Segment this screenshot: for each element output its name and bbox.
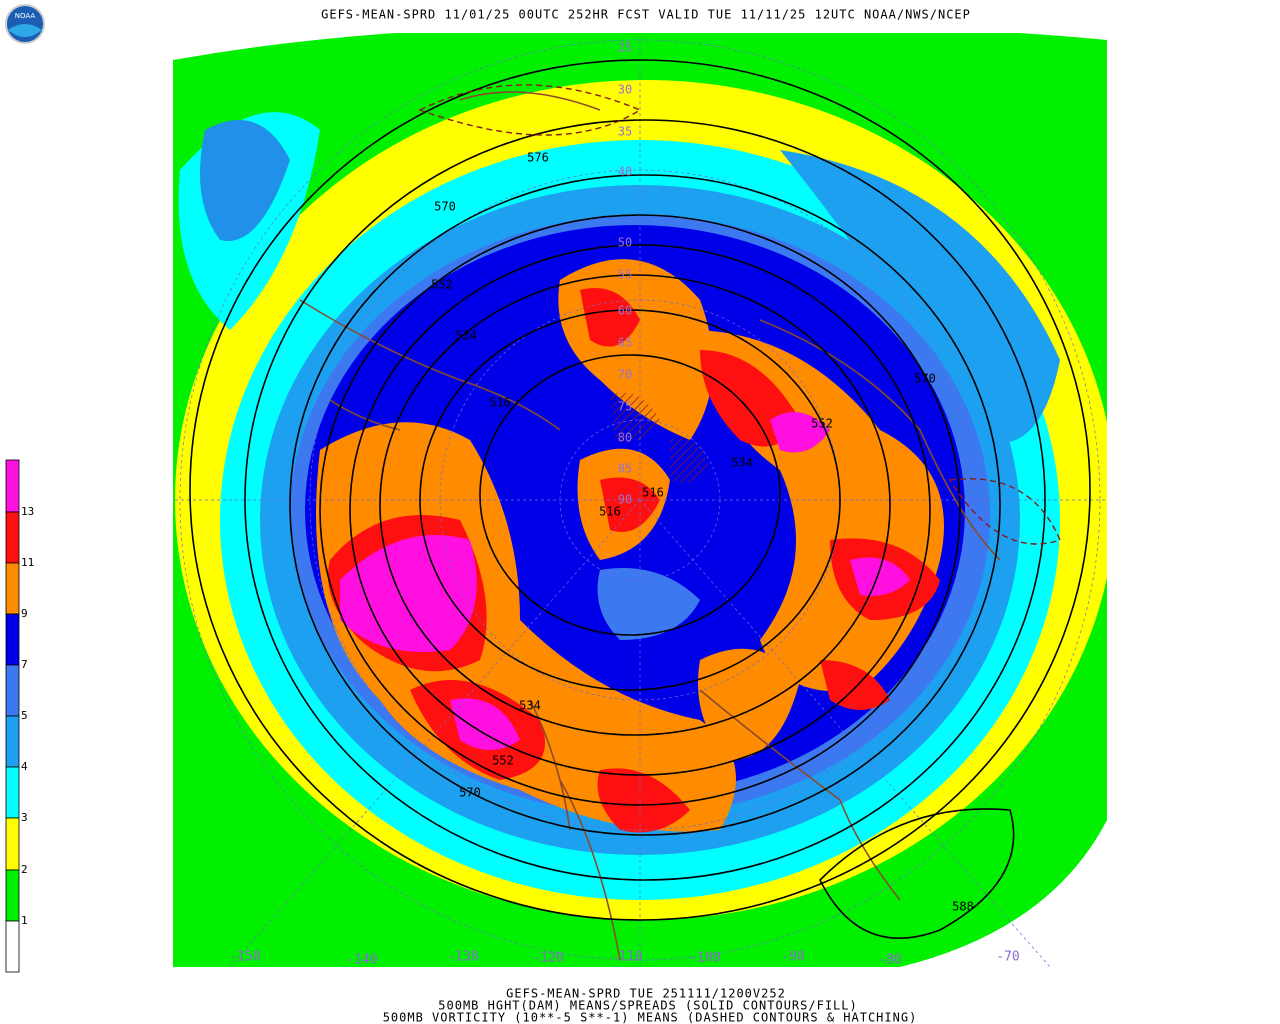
graticule [173,33,1107,967]
vorticity-contours [418,84,1061,545]
latitude-label: 60 [618,304,632,318]
longitude-label: -140 [346,953,377,968]
latitude-label: 40 [618,165,632,179]
contour-label: 552 [492,754,514,768]
contour-label: 570 [434,200,456,214]
colorbar-swatch [5,459,20,513]
colorbar-label: 9 [21,607,28,620]
colorbar [5,459,20,973]
contour-label: 534 [731,456,753,470]
colorbar-label: 13 [21,505,34,518]
footer-line: 500MB VORTICITY (10**-5 S**-1) MEANS (DA… [383,1011,918,1024]
colorbar-labels: 13 11 9 7 5 4 3 2 1 [21,505,34,927]
contour-label: 516 [489,396,511,410]
colorbar-swatch [5,562,20,615]
latitude-label: 35 [618,125,632,139]
longitude-label: -110 [611,950,642,965]
height-contours [189,59,1091,939]
logo-text: NOAA [15,12,36,20]
latitude-label: 80 [618,431,632,445]
latitude-label: 90 [618,493,632,507]
longitude-labels: -150 -140 -130 -120 -110 -100 -90 -80 -7… [229,950,1019,968]
colorbar-label: 5 [21,709,28,722]
latitude-label: 25 [618,41,632,55]
latitude-label: 55 [618,268,632,282]
colorbar-swatch [5,664,20,717]
colorbar-swatch [5,613,20,666]
colorbar-swatch [5,920,20,973]
colorbar-swatch [5,766,20,819]
footer-line: 500MB HGHT(DAM) MEANS/SPREADS (SOLID CON… [438,999,857,1013]
footer-line: GEFS-MEAN-SPRD TUE 251111/1200V252 [506,987,786,1001]
colorbar-label: 1 [21,914,28,927]
contour-label: 516 [642,486,664,500]
latitude-label: 70 [618,368,632,382]
colorbar-label: 7 [21,658,28,671]
contour-label: 552 [811,417,833,431]
longitude-label: -100 [689,951,720,966]
map-title: GEFS-MEAN-SPRD 11/01/25 00UTC 252HR FCST… [321,8,971,22]
contour-label: 534 [519,699,541,713]
noaa-logo: NOAA [5,4,45,44]
map-area [173,33,1107,967]
contour-label: 576 [527,151,549,165]
colorbar-label: 4 [21,760,28,773]
longitude-label: -150 [229,950,260,965]
latitude-label: 30 [618,83,632,97]
longitude-label: -90 [781,950,804,965]
coastlines [299,91,1001,961]
longitude-label: -80 [878,953,901,968]
latitude-label: 85 [618,462,632,476]
longitude-label: -70 [996,950,1019,965]
colorbar-swatch [5,511,20,564]
colorbar-swatch [5,869,20,922]
latitude-label: 65 [618,336,632,350]
latitude-label: 75 [618,400,632,414]
longitude-label: -130 [447,950,478,965]
colorbar-label: 3 [21,811,28,824]
latitude-labels: 25 30 35 40 50 55 60 65 70 75 80 85 90 [618,41,632,507]
longitude-label: -120 [532,951,563,966]
colorbar-swatch [5,817,20,871]
colorbar-label: 11 [21,556,34,569]
contour-label: 588 [952,900,974,914]
contour-label: 570 [914,372,936,386]
contour-label: 534 [455,329,477,343]
contour-label: 552 [431,278,453,292]
colorbar-swatch [5,715,20,768]
colorbar-label: 2 [21,863,28,876]
contour-label: 516 [599,505,621,519]
contour-label: 570 [459,786,481,800]
latitude-label: 50 [618,236,632,250]
